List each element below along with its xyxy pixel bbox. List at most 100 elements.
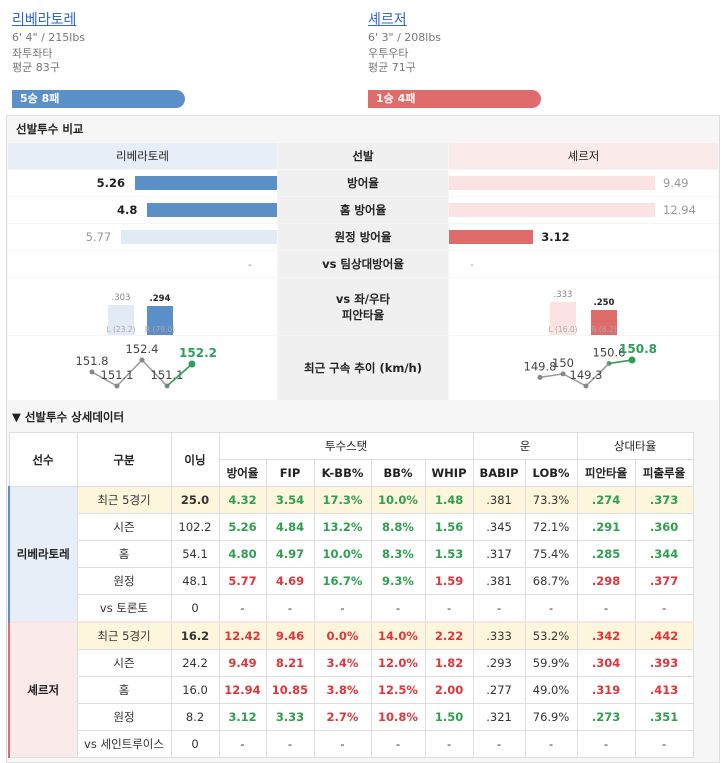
stat-cell: 0 (170, 594, 220, 623)
compare-label: 원정 방어율 (334, 230, 392, 244)
stat-cell: 2.22 (424, 621, 474, 650)
stat-cell: 3.33 (265, 703, 315, 731)
stat-cell: - (313, 730, 372, 758)
split-value: .333 (553, 289, 573, 300)
stat-cell: - (634, 730, 694, 758)
split-note: R (8.2) (591, 325, 617, 334)
velocity-point (89, 369, 95, 375)
stat-cell: - (218, 594, 267, 623)
stat-cell: 5.26 (218, 513, 267, 541)
pitcher-avg: 평균 83구 (12, 61, 60, 74)
stat-cell: - (576, 730, 636, 758)
group-header: 운 (472, 432, 578, 460)
velocity-point (560, 371, 566, 377)
stat-cell: .442 (634, 621, 694, 650)
group-header: 투수스탯 (218, 432, 474, 460)
stat-cell: 4.97 (265, 540, 315, 568)
stat-cell: .377 (634, 567, 694, 595)
stat-cell: 25.0 (170, 486, 220, 514)
velocity-point (114, 383, 120, 389)
stat-cell: - (424, 730, 474, 758)
split-value: .294 (149, 293, 171, 304)
stat-cell: 3.54 (265, 486, 315, 514)
stat-cell: .413 (634, 676, 694, 704)
split-cell: 원정 (76, 703, 172, 731)
compare-cell (278, 143, 448, 169)
record-bar: 5승 8패 (12, 90, 185, 108)
compare-header: 리베라토레 (116, 149, 169, 163)
stat-cell: 1.53 (424, 540, 474, 568)
header-cell: 이닝 (170, 432, 220, 487)
stat-cell: 8.2 (170, 703, 220, 731)
stat-cell: - (576, 594, 636, 623)
compare-cell (449, 336, 718, 400)
team-era-left: - (248, 258, 252, 271)
split-value: .303 (111, 292, 131, 303)
pitcher-hand: 우투우타 (368, 47, 409, 60)
header-cell: 선수 (8, 432, 78, 487)
velocity-label: 151.8 (76, 354, 109, 368)
stat-cell: - (370, 594, 426, 623)
stat-cell: 75.4% (524, 540, 578, 568)
stat-cell: .291 (576, 513, 636, 541)
split-cell: vs 토론토 (76, 594, 172, 623)
stat-cell: 48.1 (170, 567, 220, 595)
stat-cell: 1.59 (424, 567, 474, 595)
stat-cell: 4.84 (265, 513, 315, 541)
split-bar (147, 305, 173, 335)
column-header: K-BB% (313, 459, 372, 487)
stat-cell: 4.69 (265, 567, 315, 595)
compare-label: 최근 구속 추이 (km/h) (303, 361, 423, 375)
compare-cell (8, 143, 277, 169)
split-note: L (16.0) (548, 325, 578, 334)
stat-cell: - (472, 730, 526, 758)
stat-cell: .293 (472, 649, 526, 677)
velocity-label: 150 (552, 356, 574, 370)
stat-cell: - (424, 594, 474, 623)
stat-cell: 8.3% (370, 540, 426, 568)
stat-cell: 0.0% (313, 621, 372, 650)
era-value-right: 9.49 (663, 176, 689, 190)
compare-header: 셰르저 (567, 149, 600, 163)
velocity-label: 149.3 (570, 368, 603, 382)
velocity-point (583, 383, 589, 389)
stat-cell: 10.0% (313, 540, 372, 568)
data-row: 셰르저 최근 5경기 16.2 12.42 9.46 0.0% 14.0% 2.22.333 5… (8, 621, 694, 758)
split-cell: 시즌 (76, 513, 172, 541)
data-row: 원정 48.1 5.77 4.69 16.7% 9.3% 1.59.381 68.7% .298… (9, 567, 694, 595)
stat-cell: - (370, 730, 426, 758)
split-bar (591, 310, 617, 335)
column-header: BABIP (472, 459, 526, 487)
column-header: 방어율 (218, 459, 267, 487)
stat-cell: 59.9% (524, 649, 578, 677)
stat-cell: 73.3% (524, 486, 578, 514)
section-title: 선발투수 비교 (16, 122, 84, 136)
stat-cell: 8.8% (370, 513, 426, 541)
pitcher-avg: 평균 71구 (368, 61, 416, 74)
player-cell: 셰르저 (8, 621, 78, 758)
column-header: 피안타율 (576, 459, 636, 487)
stat-cell: .319 (576, 676, 636, 704)
era-bar-right (449, 176, 655, 190)
stat-cell: 12.0% (370, 649, 426, 677)
era-bar-left (121, 230, 277, 244)
split-cell: 홈 (76, 676, 172, 704)
stat-cell: 17.3% (313, 486, 372, 514)
data-row: 홈 54.1 4.80 4.97 10.0% 8.3% 1.53.317 75.4% .285.… (9, 540, 694, 568)
stat-cell: .393 (634, 649, 694, 677)
stat-cell: 24.2 (170, 649, 220, 677)
data-row: 시즌 102.2 5.26 4.84 13.2% 8.8% 1.56.345 72.1% .29… (9, 513, 694, 541)
stat-cell: 12.5% (370, 676, 426, 704)
data-row: 홈 16.0 12.94 10.85 3.8% 12.5% 2.00.277 49.0% .31… (9, 676, 694, 704)
team-era-right: - (470, 258, 474, 271)
velocity-point (188, 360, 196, 368)
era-value-right: 3.12 (541, 230, 570, 244)
compare-cell (278, 336, 448, 400)
stat-cell: 9.3% (370, 567, 426, 595)
compare-cell (449, 251, 718, 277)
stat-cell: 53.2% (524, 621, 578, 650)
stat-cell: .298 (576, 567, 636, 595)
stat-cell: .360 (634, 513, 694, 541)
split-cell: 홈 (76, 540, 172, 568)
